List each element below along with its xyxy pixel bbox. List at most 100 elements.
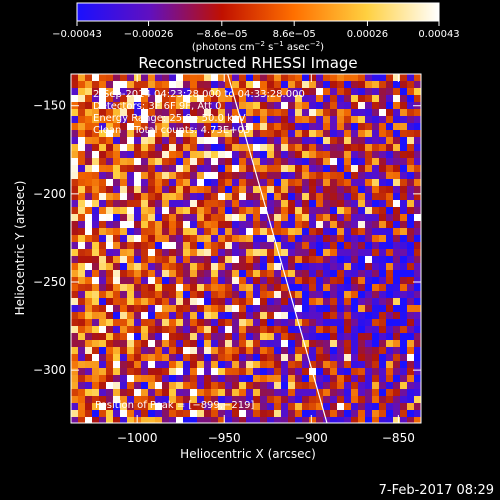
heatmap-cell — [113, 165, 120, 172]
heatmap-cell — [253, 123, 260, 130]
heatmap-cell — [85, 109, 92, 116]
heatmap-cell — [365, 235, 372, 242]
heatmap-cell — [211, 298, 218, 305]
heatmap-cell — [197, 326, 204, 333]
heatmap-cell — [309, 270, 316, 277]
heatmap-cell — [253, 193, 260, 200]
heatmap-cell — [155, 396, 162, 403]
heatmap-cell — [232, 298, 239, 305]
heatmap-cell — [365, 340, 372, 347]
heatmap-cell — [302, 158, 309, 165]
heatmap-cell — [78, 228, 85, 235]
heatmap-cell — [323, 291, 330, 298]
heatmap-cell — [260, 410, 267, 417]
heatmap-cell — [141, 214, 148, 221]
heatmap-cell — [288, 88, 295, 95]
heatmap-cell — [99, 179, 106, 186]
heatmap-cell — [141, 368, 148, 375]
heatmap-cell — [316, 214, 323, 221]
heatmap-cell — [127, 319, 134, 326]
heatmap-cell — [155, 298, 162, 305]
heatmap-cell — [407, 368, 414, 375]
heatmap-cell — [386, 305, 393, 312]
heatmap-cell — [253, 228, 260, 235]
heatmap-cell — [225, 410, 232, 417]
heatmap-cell — [113, 333, 120, 340]
heatmap-cell — [414, 298, 421, 305]
heatmap-cell — [379, 179, 386, 186]
heatmap-cell — [218, 270, 225, 277]
heatmap-cell — [134, 305, 141, 312]
heatmap-cell — [85, 151, 92, 158]
heatmap-cell — [400, 263, 407, 270]
heatmap-cell — [225, 102, 232, 109]
heatmap-cell — [274, 95, 281, 102]
heatmap-cell — [113, 123, 120, 130]
heatmap-cell — [281, 109, 288, 116]
heatmap-cell — [344, 417, 351, 423]
heatmap-cell — [267, 123, 274, 130]
heatmap-cell — [92, 130, 99, 137]
heatmap-cell — [309, 165, 316, 172]
heatmap-cell — [71, 319, 78, 326]
heatmap-cell — [295, 284, 302, 291]
heatmap-cell — [176, 277, 183, 284]
heatmap-cell — [162, 340, 169, 347]
heatmap-cell — [197, 277, 204, 284]
heatmap-cell — [246, 277, 253, 284]
heatmap-cell — [218, 249, 225, 256]
heatmap-cell — [106, 340, 113, 347]
heatmap-cell — [204, 298, 211, 305]
heatmap-cell — [148, 396, 155, 403]
heatmap-cell — [295, 109, 302, 116]
heatmap-cell — [407, 193, 414, 200]
heatmap-cell — [183, 410, 190, 417]
heatmap-cell — [337, 284, 344, 291]
heatmap-cell — [85, 375, 92, 382]
heatmap-cell — [204, 305, 211, 312]
heatmap-cell — [379, 410, 386, 417]
heatmap-cell — [337, 74, 344, 81]
heatmap-cell — [106, 186, 113, 193]
heatmap-cell — [225, 172, 232, 179]
heatmap-cell — [113, 270, 120, 277]
heatmap-cell — [274, 130, 281, 137]
heatmap-cell — [316, 347, 323, 354]
heatmap-cell — [197, 109, 204, 116]
heatmap-cell — [190, 347, 197, 354]
heatmap-cell — [260, 158, 267, 165]
heatmap-cell — [225, 270, 232, 277]
heatmap-cell — [162, 123, 169, 130]
heatmap-cell — [197, 298, 204, 305]
heatmap-cell — [358, 410, 365, 417]
heatmap-cell — [141, 74, 148, 81]
heatmap-cell — [204, 102, 211, 109]
heatmap-cell — [176, 74, 183, 81]
heatmap-cell — [337, 235, 344, 242]
heatmap-cell — [253, 305, 260, 312]
heatmap-cell — [288, 151, 295, 158]
heatmap-cell — [302, 207, 309, 214]
heatmap-cell — [358, 95, 365, 102]
heatmap-cell — [274, 102, 281, 109]
heatmap-cell — [239, 228, 246, 235]
heatmap-cell — [92, 396, 99, 403]
heatmap-cell — [253, 382, 260, 389]
heatmap-cell — [190, 396, 197, 403]
heatmap-cell — [92, 291, 99, 298]
heatmap-cell — [183, 165, 190, 172]
heatmap-cell — [414, 200, 421, 207]
heatmap-cell — [302, 410, 309, 417]
heatmap-cell — [414, 158, 421, 165]
heatmap-cell — [302, 263, 309, 270]
heatmap-cell — [267, 137, 274, 144]
heatmap-cell — [190, 263, 197, 270]
heatmap-cell — [372, 368, 379, 375]
heatmap-cell — [134, 137, 141, 144]
heatmap-cell — [190, 193, 197, 200]
heatmap-cell — [309, 81, 316, 88]
heatmap-cell — [92, 375, 99, 382]
heatmap-cell — [92, 305, 99, 312]
heatmap-cell — [183, 277, 190, 284]
heatmap-cell — [337, 228, 344, 235]
